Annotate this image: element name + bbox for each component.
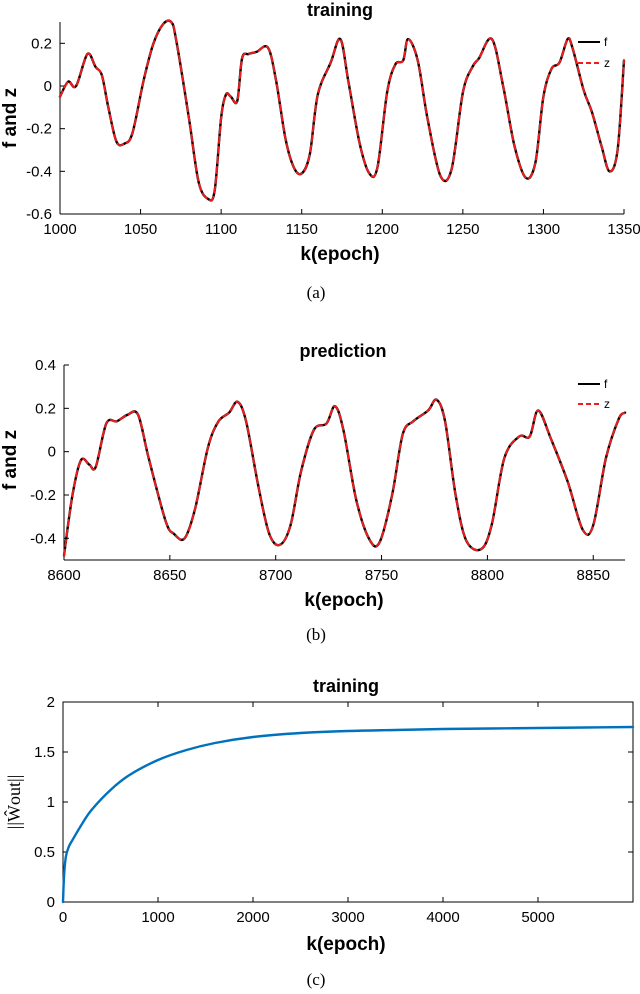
panel-a-axes-frame <box>59 22 624 215</box>
x-tick-label: 5000 <box>521 909 554 926</box>
x-tick-label: 8850 <box>577 567 610 584</box>
y-tick-label: -0.4 <box>30 530 56 547</box>
x-tick-label: 1200 <box>366 221 399 238</box>
legend-label-z: z <box>604 397 610 411</box>
y-tick-label: 0 <box>44 78 52 95</box>
panel-b-legend: f z <box>578 377 610 411</box>
x-tick-label: 8800 <box>471 567 504 584</box>
panel-a-title: training <box>307 0 373 20</box>
panel-a-legend: f z <box>578 35 610 70</box>
panel-c-title: training <box>313 676 379 696</box>
x-tick-label: 1000 <box>43 221 76 238</box>
series-line-f <box>62 398 627 557</box>
y-tick-label: 0 <box>48 444 56 461</box>
y-tick-label: 0.5 <box>34 844 55 861</box>
y-tick-label: 0.4 <box>35 357 56 374</box>
x-tick-label: 3000 <box>331 909 364 926</box>
x-tick-label: 4000 <box>426 909 459 926</box>
panel-b-xlabel: k(epoch) <box>304 590 383 611</box>
x-tick-label: 8600 <box>47 567 80 584</box>
panel-b-title: prediction <box>299 341 386 361</box>
panel-a-xlabel: k(epoch) <box>300 244 379 265</box>
x-tick-label: 1150 <box>286 221 318 238</box>
caption-b: (b) <box>306 625 326 644</box>
panel-a-ylabel: f and z <box>0 88 21 148</box>
x-tick-label: 1250 <box>446 221 479 238</box>
panel-c: training 0 1000 2000 3000 4000 500000.511.52 … <box>3 676 635 989</box>
series-line-norm <box>61 725 635 904</box>
x-tick-label: 0 <box>59 909 67 926</box>
caption-a: (a) <box>307 283 326 302</box>
y-tick-label: 2 <box>47 694 55 711</box>
y-tick-label: 0.2 <box>35 400 56 417</box>
y-tick-label: 0 <box>47 894 55 911</box>
panel-a-ticks: 1000 1050 1100 1150 1200 1250 1300 1350 -0.6 -0.4… <box>26 35 640 238</box>
y-tick-label: -0.4 <box>26 163 52 180</box>
series-line-z <box>59 19 625 202</box>
y-tick-label: -0.2 <box>30 487 56 504</box>
x-tick-label: 1000 <box>141 909 174 926</box>
y-tick-label: 1.5 <box>34 744 55 761</box>
panel-b-ticks: 8600 8650 8700 8750 8800 8850 -0.4 -0.2 0 0.2 0.4 <box>30 357 610 584</box>
panel-c-ticks: 0 1000 2000 3000 4000 5000 0 0.5 1 1.5 2 <box>34 694 633 926</box>
panel-b: prediction 8600 8650 8700 8750 8800 8850 -0.4 -… <box>0 341 627 644</box>
y-tick-label: -0.2 <box>26 121 52 138</box>
panel-b-axes-frame <box>63 365 625 561</box>
x-tick-label: 8650 <box>153 567 186 584</box>
panel-c-plot-area <box>61 725 635 904</box>
panel-b-plot-area <box>62 398 627 557</box>
x-tick-label: 8700 <box>259 567 292 584</box>
panel-a-plot-area <box>58 19 626 202</box>
series-line-z <box>63 398 626 557</box>
x-tick-label: 8750 <box>365 567 398 584</box>
y-tick-label: 1 <box>47 794 55 811</box>
x-tick-label: 2000 <box>236 909 269 926</box>
panel-c-xlabel: k(epoch) <box>306 934 385 955</box>
panel-c-ylabel: ||Ŵout|| <box>3 775 24 829</box>
panel-b-ylabel: f and z <box>0 430 21 490</box>
x-tick-label: 1350 <box>607 221 640 238</box>
series-line-f <box>58 19 626 202</box>
panel-a: training 1000 1050 1100 1150 1200 1250 1300 135… <box>0 0 640 302</box>
legend-label-f: f <box>604 377 608 391</box>
caption-c: (c) <box>307 970 326 989</box>
x-tick-label: 1100 <box>205 221 237 238</box>
y-tick-label: -0.6 <box>26 206 52 223</box>
x-tick-label: 1050 <box>124 221 157 238</box>
y-tick-label: 0.2 <box>31 35 52 52</box>
legend-label-f: f <box>604 35 608 49</box>
legend-label-z: z <box>604 56 610 70</box>
x-tick-label: 1300 <box>527 221 560 238</box>
